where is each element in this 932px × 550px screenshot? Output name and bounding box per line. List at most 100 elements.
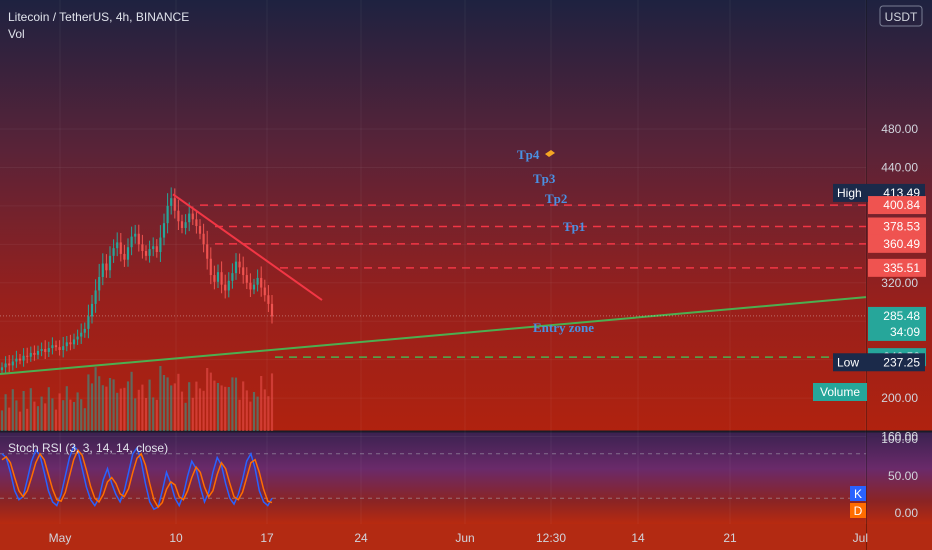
price-badge-bg <box>833 353 925 372</box>
candle-body <box>166 205 169 224</box>
candle-body <box>58 347 61 351</box>
candle-body <box>40 349 43 351</box>
price-badge-value: 378.53 <box>883 220 920 234</box>
volume-bar <box>11 389 14 431</box>
volume-bar <box>202 390 205 431</box>
stoch-legend-label: D <box>854 504 863 518</box>
candle-body <box>159 237 162 252</box>
candle-body <box>216 272 220 282</box>
volume-bar <box>112 379 115 431</box>
volume-bar <box>36 406 40 431</box>
volume-bar <box>231 377 234 431</box>
volume-bar <box>238 399 241 431</box>
candle-body <box>144 251 148 256</box>
volume-bar <box>69 399 72 431</box>
time-tick-label: 10 <box>169 531 183 545</box>
volume-bar <box>166 377 169 431</box>
candle-body <box>76 336 79 340</box>
candle-body <box>26 355 29 357</box>
candle-body <box>15 358 18 362</box>
volume-bar <box>198 388 202 431</box>
volume-bar <box>54 409 58 431</box>
volume-bar <box>270 373 274 431</box>
volume-indicator-label: Vol <box>8 27 25 41</box>
time-tick-label: 14 <box>631 531 645 545</box>
candle-body <box>170 198 173 206</box>
volume-bar <box>101 385 104 431</box>
candle-body <box>119 242 122 254</box>
candle-body <box>220 272 223 285</box>
volume-bar <box>58 393 61 431</box>
candle-body <box>98 276 101 291</box>
candle-body <box>108 255 112 271</box>
candle-body <box>184 222 187 228</box>
candle-body <box>260 277 263 288</box>
volume-bar <box>108 378 112 431</box>
candle-body <box>105 263 108 271</box>
volume-bar <box>220 385 223 431</box>
candle-body <box>126 247 130 260</box>
stoch-tick-label: 0.00 <box>895 506 919 520</box>
volume-bar <box>177 373 180 431</box>
candle-body <box>180 221 184 228</box>
currency-badge[interactable]: USDT <box>879 5 923 27</box>
volume-bar <box>26 408 29 431</box>
candle-body <box>101 263 104 277</box>
candle-body <box>8 363 11 366</box>
candle-body <box>209 258 212 276</box>
price-badge-bg <box>868 196 926 215</box>
volume-bar <box>4 394 7 431</box>
price-tick-label: 480.00 <box>881 122 918 136</box>
drawings: Tp4 Tp3 Tp2 Tp1 Entry zone <box>0 147 867 376</box>
candle-body <box>33 352 36 355</box>
candle-body <box>227 280 230 291</box>
annotation-label: Tp1 <box>563 219 585 234</box>
candles <box>0 187 274 375</box>
candle-body <box>162 223 166 238</box>
volume-bar <box>234 377 238 431</box>
candle-body <box>51 345 54 349</box>
price-badge-value: 285.48 <box>883 309 920 323</box>
price-tick-label: 200.00 <box>881 391 918 405</box>
volume-bar <box>213 380 216 431</box>
stoch-legend-label: K <box>854 487 862 501</box>
currency-label: USDT <box>885 10 918 24</box>
candle-body <box>249 282 252 290</box>
volume-bar <box>76 392 79 431</box>
candle-body <box>123 253 126 260</box>
candle-body <box>22 355 25 361</box>
candle-body <box>152 246 155 250</box>
candle-body <box>90 303 94 317</box>
volume-bar <box>18 411 22 431</box>
time-axis-bg <box>0 524 932 550</box>
volume-bar <box>144 398 148 431</box>
time-tick-label: 21 <box>723 531 737 545</box>
candle-body <box>47 348 50 352</box>
volume-bar <box>40 396 43 431</box>
candle-body <box>80 332 83 337</box>
candle-body <box>134 233 137 237</box>
volume-bars <box>0 366 274 431</box>
stoch-legend-swatch <box>850 503 866 518</box>
price-badge-name: Low <box>837 355 859 369</box>
candle-body <box>36 350 40 355</box>
candle-body <box>0 367 4 371</box>
volume-bar <box>65 386 68 431</box>
volume-bar <box>141 384 144 431</box>
volume-bar <box>22 391 25 431</box>
volume-bar <box>155 399 158 431</box>
time-tick-label: 12:30 <box>536 531 566 545</box>
candle-body <box>195 219 198 227</box>
volume-bar <box>44 403 47 431</box>
candle-body <box>62 346 65 351</box>
stoch-k-line <box>1 445 273 511</box>
volume-bar <box>267 396 270 431</box>
volume-bar <box>173 383 176 431</box>
volume-bar <box>8 407 11 431</box>
candle-body <box>116 242 119 249</box>
volume-bar <box>242 381 245 431</box>
candle-body <box>148 249 151 256</box>
volume-bar <box>263 389 266 431</box>
